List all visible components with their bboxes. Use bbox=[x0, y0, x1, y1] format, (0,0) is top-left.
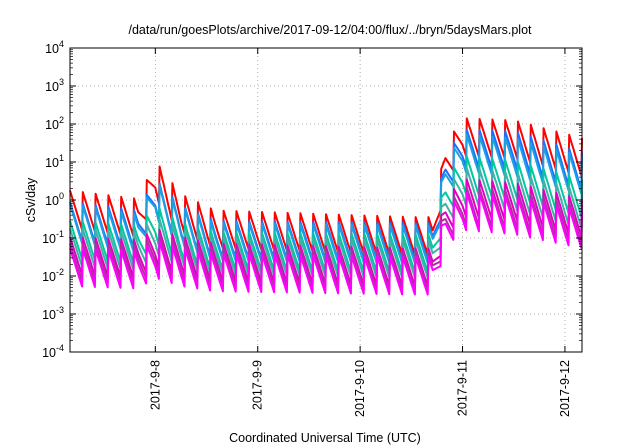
y-tick-label: 10-2 bbox=[42, 267, 64, 284]
series-line bbox=[69, 186, 583, 291]
x-tick-label: 2017-9-12 bbox=[558, 360, 572, 417]
y-tick-label: 101 bbox=[45, 153, 64, 170]
y-tick-label: 100 bbox=[45, 191, 64, 208]
series-line bbox=[69, 133, 583, 265]
x-tick-label: 2017-9-11 bbox=[456, 360, 470, 416]
y-tick-label-base: 10 bbox=[45, 42, 59, 56]
y-tick-label-exponent: 0 bbox=[59, 191, 64, 201]
y-tick-label-exponent: -1 bbox=[56, 229, 64, 239]
series-line bbox=[69, 155, 583, 274]
y-axis-label: cSv/day bbox=[24, 177, 38, 222]
y-tick-label-base: 10 bbox=[42, 346, 56, 360]
y-tick-label: 10-4 bbox=[42, 343, 64, 360]
y-tick-label-base: 10 bbox=[45, 194, 59, 208]
y-tick-label: 102 bbox=[45, 115, 64, 132]
y-tick-label-base: 10 bbox=[45, 156, 59, 170]
y-tick-label: 10-3 bbox=[42, 305, 64, 322]
series-line bbox=[69, 117, 583, 256]
x-tick-label: 2017-9-10 bbox=[353, 360, 367, 417]
x-tick-label: 2017-9-9 bbox=[251, 360, 265, 410]
y-tick-label-base: 10 bbox=[42, 232, 56, 246]
y-tick-label-exponent: -2 bbox=[56, 267, 64, 277]
y-tick-label-exponent: 2 bbox=[59, 115, 64, 125]
y-tick-label-exponent: 4 bbox=[59, 39, 64, 49]
series-line bbox=[69, 167, 583, 279]
y-tick-label-base: 10 bbox=[45, 118, 59, 132]
series-line bbox=[69, 128, 583, 262]
y-tick-label-exponent: -4 bbox=[56, 343, 64, 353]
series-line bbox=[69, 178, 583, 288]
y-tick-label-base: 10 bbox=[42, 308, 56, 322]
y-tick-label: 103 bbox=[45, 77, 64, 94]
y-tick-label-base: 10 bbox=[45, 80, 59, 94]
y-tick-label-exponent: 1 bbox=[59, 153, 64, 163]
y-tick-label-exponent: -3 bbox=[56, 305, 64, 315]
y-tick-label: 10-1 bbox=[42, 229, 64, 246]
x-axis-label: Coordinated Universal Time (UTC) bbox=[229, 431, 421, 445]
y-tick-label: 104 bbox=[45, 39, 64, 56]
chart-title: /data/run/goesPlots/archive/2017-09-12/0… bbox=[128, 23, 532, 37]
x-tick-label: 2017-9-8 bbox=[148, 360, 162, 410]
y-tick-label-base: 10 bbox=[42, 270, 56, 284]
series-line bbox=[69, 191, 583, 296]
series-layer bbox=[69, 117, 583, 296]
y-tick-label-exponent: 3 bbox=[59, 77, 64, 87]
